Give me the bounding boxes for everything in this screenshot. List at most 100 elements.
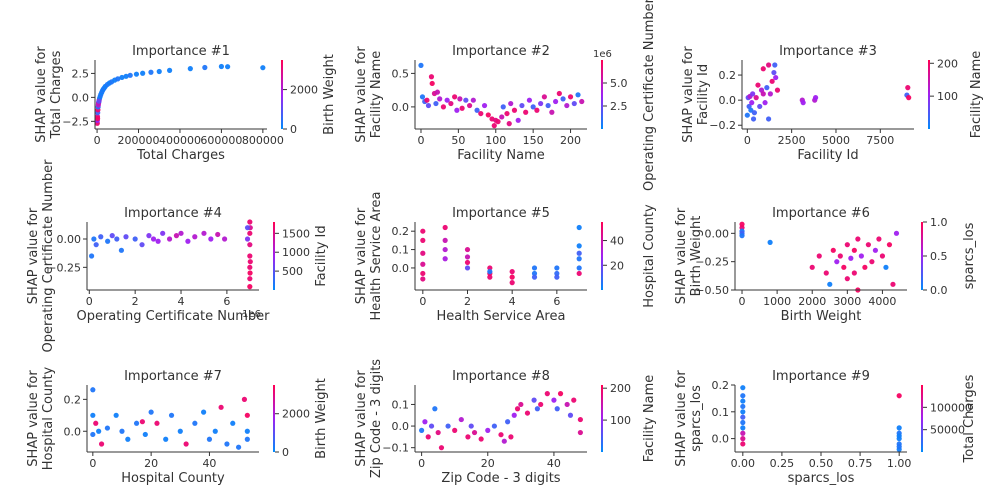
data-point: [168, 412, 175, 418]
data-point: [202, 64, 208, 71]
data-point: [173, 233, 180, 239]
points-group: [740, 385, 902, 452]
panel-title: Importance #1: [132, 44, 230, 59]
x-axis-label: Total Charges: [136, 148, 225, 163]
data-point: [487, 265, 493, 271]
data-point: [224, 441, 230, 447]
data-point: [90, 412, 96, 418]
data-point: [576, 256, 582, 262]
x-axis-label: Health Service Area: [437, 309, 566, 324]
data-point: [444, 97, 450, 103]
data-point: [215, 231, 221, 238]
data-point: [739, 221, 745, 227]
data-point: [576, 243, 582, 249]
data-point: [576, 270, 582, 277]
data-point: [531, 274, 538, 280]
data-point: [463, 97, 469, 103]
panel-title: Importance #2: [452, 44, 550, 59]
data-point: [148, 69, 154, 75]
y-axis-label-line2: Facility Id: [696, 64, 711, 125]
y-tick-label: 0.0: [72, 91, 90, 104]
data-point: [554, 406, 560, 412]
panel-title: Importance #8: [452, 369, 550, 384]
data-point: [225, 64, 231, 70]
data-point: [844, 242, 850, 248]
data-point: [564, 401, 570, 408]
data-point: [119, 428, 125, 434]
x-tick-label: 0: [94, 134, 101, 147]
data-point: [114, 236, 120, 242]
data-point: [508, 100, 514, 107]
y-axis-label-line1: SHAP value for: [26, 207, 41, 304]
colorbar-tick-label: 1500: [282, 227, 310, 240]
colorbar-label: Birth Weight: [314, 378, 329, 459]
points-group: [420, 224, 582, 286]
data-point: [740, 414, 746, 420]
colorbar-tick-label: 100: [937, 90, 958, 103]
data-point: [514, 406, 521, 412]
y-axis-label-line1: SHAP value for: [681, 46, 696, 143]
panel-1: Importance #1 0 200000 400000 600000 800000 −2…: [34, 44, 337, 163]
colorbar-label: Total Charges: [962, 374, 977, 463]
data-point: [218, 404, 224, 410]
data-point: [155, 238, 161, 244]
colorbar-label: Facility Id: [314, 225, 329, 286]
colorbar: [273, 385, 275, 452]
data-point: [434, 89, 441, 95]
panel-title: Importance #7: [124, 369, 222, 384]
data-point: [837, 253, 843, 259]
data-point: [893, 230, 900, 236]
data-point: [851, 270, 857, 276]
x-tick-label: 50: [451, 134, 465, 147]
data-point: [511, 412, 517, 418]
data-point: [93, 242, 99, 248]
panel-title: Importance #5: [452, 206, 550, 221]
colorbar-tick-label: 100: [610, 414, 631, 427]
x-axis-label: Operating Certificate Number: [76, 309, 270, 324]
data-point: [442, 224, 448, 231]
data-point: [247, 276, 253, 282]
data-point: [452, 94, 458, 100]
x-exponent-label: 1e6: [242, 309, 261, 320]
data-point: [464, 246, 471, 253]
data-point: [104, 425, 111, 431]
data-point: [448, 100, 454, 107]
x-tick-label: 0.75: [848, 457, 873, 470]
data-point: [208, 236, 214, 242]
y-axis-label-line2: Total Charges: [49, 50, 64, 139]
data-point: [896, 425, 902, 431]
data-point: [523, 109, 529, 115]
x-tick-label: 0: [418, 457, 425, 470]
data-point: [452, 427, 458, 433]
colorbar-tick-label: 100000: [930, 401, 972, 414]
points-group: [744, 62, 912, 122]
data-point: [139, 419, 145, 425]
data-point: [890, 281, 896, 287]
x-tick-label: 200: [560, 134, 581, 147]
y-tick-label: 2.5: [72, 67, 90, 80]
colorbar: [601, 222, 603, 290]
y-axis-label-line1: SHAP value for: [354, 46, 369, 143]
data-point: [442, 246, 448, 253]
panel-2: Importance #2 0 50 100 150 200 0.0 0.5 Facility …: [354, 0, 657, 191]
data-point: [827, 281, 833, 287]
data-point: [579, 98, 585, 105]
y-axis-label-line1: SHAP value for: [674, 370, 689, 467]
colorbar-tick-label: 0.5: [930, 250, 948, 263]
data-point: [123, 234, 129, 240]
y-axis-label-line1: SHAP value for: [354, 207, 369, 304]
y-axis-label: SHAP value for sparcs_los: [674, 370, 704, 467]
data-point: [554, 274, 560, 280]
data-point: [88, 253, 95, 259]
data-point: [823, 270, 829, 276]
x-tick-label: 0: [744, 134, 751, 147]
x-tick-label: 20: [144, 457, 158, 470]
x-tick-label: 0: [739, 295, 746, 308]
data-point: [105, 238, 111, 244]
colorbar-tick-label: 0: [282, 446, 289, 459]
data-point: [247, 270, 253, 276]
data-point: [206, 436, 213, 442]
x-axis-label: Birth Weight: [781, 309, 862, 324]
colorbar-label: sparcs_los: [962, 222, 977, 289]
data-point: [554, 270, 560, 277]
